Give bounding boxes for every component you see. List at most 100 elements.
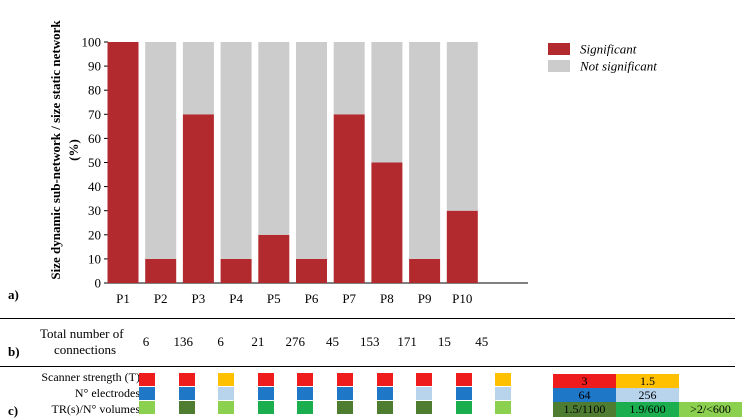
bar-significant bbox=[333, 114, 365, 283]
key-tr-cell: >2/<600 bbox=[679, 402, 742, 417]
tr-cell bbox=[178, 401, 195, 414]
strength-cell bbox=[257, 373, 274, 386]
x-tick-label: P7 bbox=[342, 291, 356, 306]
bar-significant bbox=[258, 234, 290, 283]
key-strength-cell: 3 bbox=[553, 374, 616, 388]
x-tick-label: P5 bbox=[267, 291, 281, 306]
legend-swatch bbox=[548, 60, 570, 72]
legend-label: Significant bbox=[580, 42, 637, 57]
electrodes-cell bbox=[376, 387, 393, 400]
bar-not-significant bbox=[296, 42, 327, 259]
tr-cell bbox=[455, 401, 472, 414]
row-label-electrodes: N° electrodes bbox=[74, 386, 140, 400]
key-strength-cell: 1.5 bbox=[616, 374, 679, 388]
strength-cell bbox=[337, 373, 353, 386]
x-tick-label: P10 bbox=[452, 291, 472, 306]
y-tick-label: 60 bbox=[88, 131, 101, 146]
x-tick-label: P2 bbox=[154, 291, 168, 306]
bar-not-significant bbox=[333, 42, 365, 115]
bar-chart: 0 10 20 30 40 50 60 70 80 90 100 Size dynamic sub-n… bbox=[48, 20, 657, 306]
row-label-tr-volumes: TR(s)/N° volumes bbox=[51, 402, 140, 416]
y-tick-label: 90 bbox=[88, 59, 101, 74]
connections-value: 276 bbox=[285, 334, 305, 349]
electrodes-cell bbox=[178, 387, 195, 400]
strength-cell bbox=[495, 373, 512, 386]
tr-cell bbox=[218, 401, 235, 414]
bar-significant bbox=[220, 258, 252, 283]
panel-a-letter: a) bbox=[8, 287, 19, 302]
electrodes-cell bbox=[495, 387, 512, 400]
y-tick-label: 70 bbox=[88, 107, 101, 122]
panel-b-letter: b) bbox=[8, 344, 20, 359]
strength-cell bbox=[139, 373, 155, 386]
bar-not-significant bbox=[145, 42, 177, 259]
connections-value: 136 bbox=[173, 334, 194, 349]
strength-cell bbox=[178, 373, 195, 386]
x-tick-label: P3 bbox=[192, 291, 206, 306]
x-tick-label: P1 bbox=[116, 291, 130, 306]
electrodes-cell bbox=[416, 387, 433, 400]
x-tick-label: P4 bbox=[229, 291, 243, 306]
connections-value: 45 bbox=[475, 334, 489, 349]
y-tick-label: 50 bbox=[88, 155, 101, 170]
connections-value: 153 bbox=[360, 334, 380, 349]
electrodes-cell bbox=[337, 387, 353, 400]
x-tick-label: P6 bbox=[305, 291, 319, 306]
y-axis-label-line2: (%) bbox=[66, 139, 81, 161]
legend-swatch bbox=[548, 43, 570, 55]
y-tick-label: 20 bbox=[88, 227, 101, 242]
y-tick-label: 30 bbox=[88, 203, 101, 218]
bar-not-significant bbox=[220, 42, 252, 259]
y-tick-label: 0 bbox=[95, 276, 102, 291]
legend-label: Not significant bbox=[579, 59, 657, 74]
y-tick-label: 100 bbox=[82, 35, 102, 50]
electrodes-cell bbox=[139, 387, 155, 400]
bar-significant bbox=[371, 162, 403, 283]
x-tick-label: P9 bbox=[418, 291, 432, 306]
connections-label-line2: connections bbox=[54, 342, 117, 357]
electrodes-cell bbox=[257, 387, 274, 400]
bar-significant bbox=[296, 258, 327, 283]
bar-not-significant bbox=[182, 42, 214, 115]
connections-value: 45 bbox=[326, 334, 339, 349]
key-electrodes-cell: 64 bbox=[553, 388, 616, 402]
bar-significant bbox=[182, 114, 214, 283]
key-tr-cell: 1.9/600 bbox=[616, 402, 679, 417]
y-tick-label: 80 bbox=[88, 83, 101, 98]
panel-c-letter: c) bbox=[8, 403, 19, 418]
tr-cell bbox=[416, 401, 433, 414]
strength-cell bbox=[218, 373, 235, 386]
connections-value: 21 bbox=[251, 334, 265, 349]
tr-cell bbox=[495, 401, 512, 414]
bar-not-significant bbox=[446, 42, 478, 211]
connections-value: 15 bbox=[437, 334, 451, 349]
strength-cell bbox=[297, 373, 314, 386]
bar-not-significant bbox=[258, 42, 290, 235]
y-axis-label-line1: Size dynamic sub-network / size static n… bbox=[48, 20, 63, 280]
tr-cell bbox=[337, 401, 353, 414]
tr-cell bbox=[297, 401, 314, 414]
tr-cell bbox=[376, 401, 393, 414]
tr-cell bbox=[139, 401, 155, 414]
x-tick-label: P8 bbox=[380, 291, 394, 306]
row-label-scanner-strength: Scanner strength (T) bbox=[41, 370, 140, 384]
bar-significant bbox=[107, 42, 139, 283]
key-tr-cell: 1.5/1100 bbox=[553, 402, 616, 417]
tr-cell bbox=[257, 401, 274, 414]
connections-label-line1: Total number of bbox=[40, 326, 124, 341]
divider-top bbox=[0, 318, 735, 319]
bar-not-significant bbox=[371, 42, 403, 163]
key-electrodes-cell: 256 bbox=[616, 388, 679, 402]
strength-cell bbox=[376, 373, 393, 386]
connections-value: 6 bbox=[217, 334, 224, 349]
strength-cell bbox=[455, 373, 472, 386]
bar-not-significant bbox=[409, 42, 441, 259]
bar-significant bbox=[145, 258, 177, 283]
bar-significant bbox=[409, 258, 441, 283]
y-tick-label: 10 bbox=[88, 251, 101, 266]
electrodes-cell bbox=[455, 387, 472, 400]
strength-cell bbox=[416, 373, 433, 386]
electrodes-cell bbox=[218, 387, 235, 400]
connections-value: 6 bbox=[142, 334, 150, 349]
